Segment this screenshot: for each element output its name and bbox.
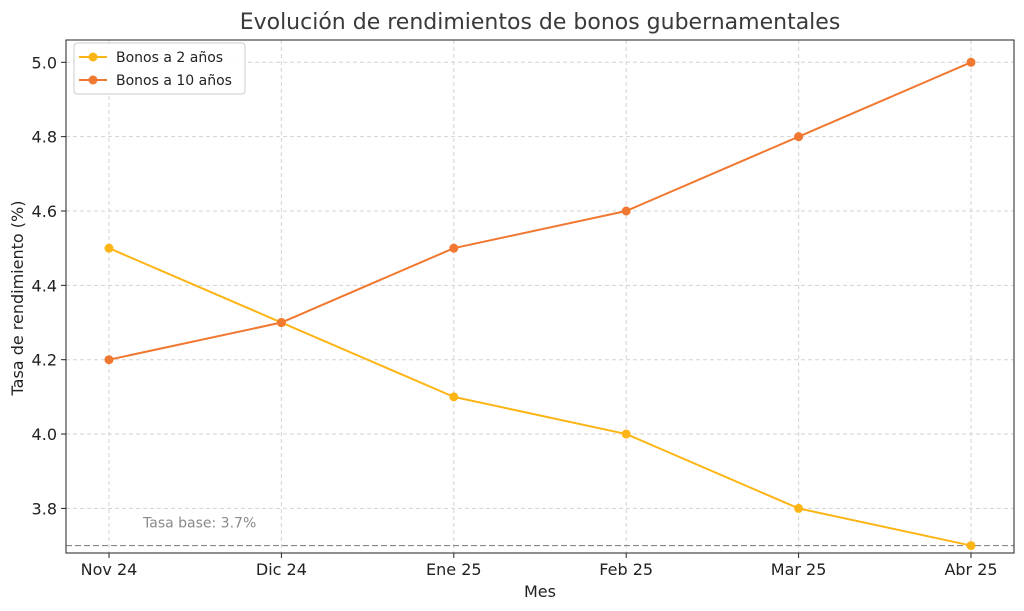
data-point [104, 355, 114, 365]
data-point [449, 243, 459, 253]
reference-line-group: Tasa base: 3.7% [66, 516, 1014, 547]
series-line-2 [108, 61, 972, 361]
data-point [449, 392, 459, 402]
y-axis-label: Tasa de rendimiento (%) [8, 201, 27, 397]
x-tick-labels: Nov 24 Dic 24 Ene 25 Feb 25 Mar 25 Abr 25 [81, 553, 998, 579]
y-tick-label: 4.0 [32, 425, 57, 444]
data-point [794, 132, 804, 142]
data-point [621, 206, 631, 216]
data-point [104, 243, 114, 253]
x-tick-label: Dic 24 [256, 560, 307, 579]
x-tick-label: Nov 24 [81, 560, 138, 579]
series-line-1 [108, 247, 972, 547]
x-tick-label: Abr 25 [944, 560, 997, 579]
legend: Bonos a 2 años Bonos a 10 años [73, 42, 246, 95]
y-tick-label: 4.6 [32, 202, 57, 221]
y-tick-label: 4.2 [32, 351, 57, 370]
data-point [794, 503, 804, 513]
data-point [966, 57, 976, 67]
legend-swatch-marker [88, 52, 98, 62]
chart-title: Evolución de rendimientos de bonos guber… [240, 10, 841, 35]
y-tick-labels: 3.8 4.0 4.2 4.4 4.6 4.8 5.0 [32, 53, 66, 518]
grid [66, 40, 1014, 553]
x-tick-label: Feb 25 [599, 560, 653, 579]
series-group [104, 57, 976, 551]
legend-label: Bonos a 10 años [116, 73, 232, 89]
x-tick-label: Mar 25 [771, 560, 827, 579]
plot-frame [65, 39, 1015, 554]
legend-label: Bonos a 2 años [116, 50, 223, 66]
data-point [276, 318, 286, 328]
y-tick-label: 4.8 [32, 128, 57, 147]
y-tick-label: 3.8 [32, 499, 57, 518]
data-point [621, 429, 631, 439]
y-tick-label: 5.0 [32, 53, 57, 72]
y-tick-label: 4.4 [32, 276, 57, 295]
x-tick-label: Ene 25 [426, 560, 482, 579]
x-axis-label: Mes [524, 582, 556, 601]
data-point [966, 541, 976, 551]
legend-box [73, 42, 246, 95]
legend-swatch-marker [88, 75, 98, 85]
reference-line-label: Tasa base: 3.7% [142, 516, 256, 532]
